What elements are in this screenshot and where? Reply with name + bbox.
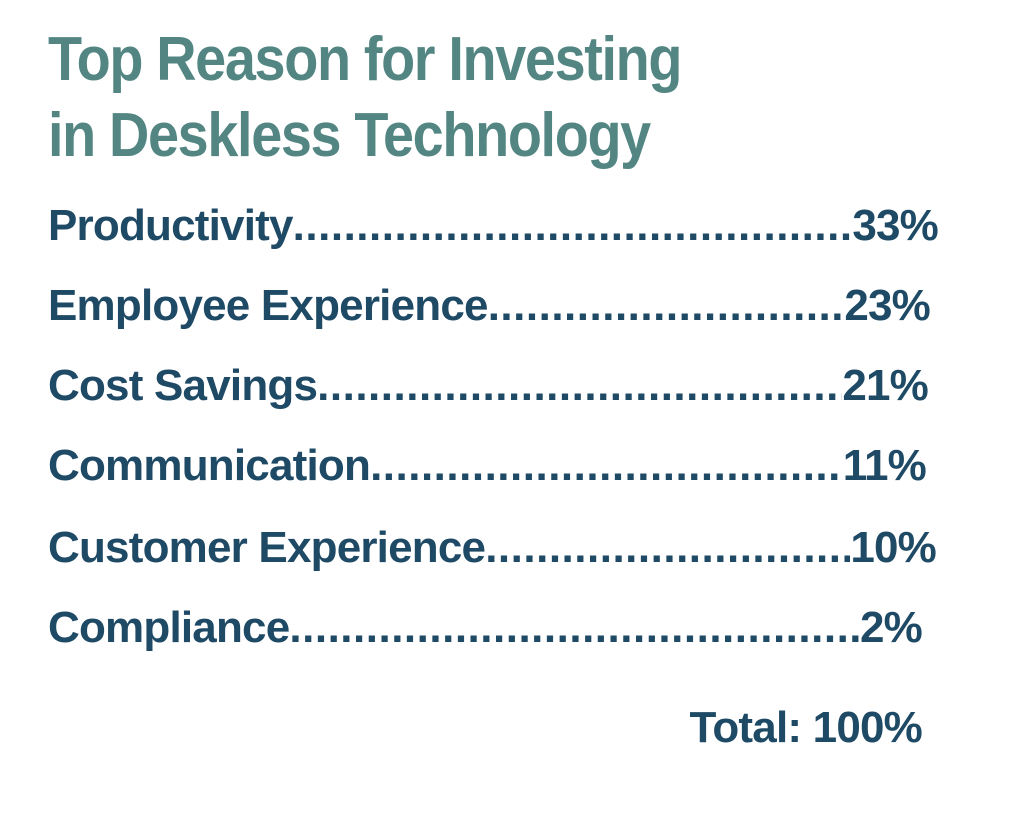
reason-row-employee-experience: Employee Experience ....................… [48, 276, 931, 336]
reason-label: Compliance [48, 603, 290, 652]
reason-value: 2% [860, 603, 923, 652]
chart-title-line-1: Top Reason for Investing [48, 25, 682, 94]
dot-leader: ........................................… [370, 441, 843, 490]
reason-label: Communication [48, 441, 371, 490]
reason-row-compliance: Compliance .............................… [48, 598, 923, 658]
chart-title-line-2: in Deskless Technology [48, 101, 651, 170]
reason-row-productivity: Productivity ...........................… [48, 196, 939, 256]
reason-row-cost-savings: Cost Savings ...........................… [48, 356, 929, 416]
dot-leader: ........................................… [485, 523, 850, 572]
reason-label: Cost Savings [48, 361, 318, 410]
dot-leader: ........................................… [292, 201, 853, 250]
dot-leader: ........................................… [317, 361, 842, 410]
reason-value: 10% [850, 523, 936, 572]
reason-label: Customer Experience [48, 523, 486, 572]
total-label: Total: 100% [689, 703, 923, 752]
reason-value: 21% [842, 361, 928, 410]
reason-label: Productivity [48, 201, 293, 250]
reason-row-customer-experience: Customer Experience ....................… [48, 518, 937, 578]
reason-label: Employee Experience [48, 281, 489, 330]
reason-value: 11% [842, 441, 927, 490]
reason-row-communication: Communication ..........................… [48, 436, 927, 496]
reason-value: 33% [852, 201, 938, 250]
dot-leader: ........................................… [289, 603, 860, 652]
chart-title: Top Reason for Investing in Deskless Tec… [48, 22, 682, 174]
reason-value: 23% [844, 281, 930, 330]
dot-leader: ........................................… [487, 281, 845, 330]
